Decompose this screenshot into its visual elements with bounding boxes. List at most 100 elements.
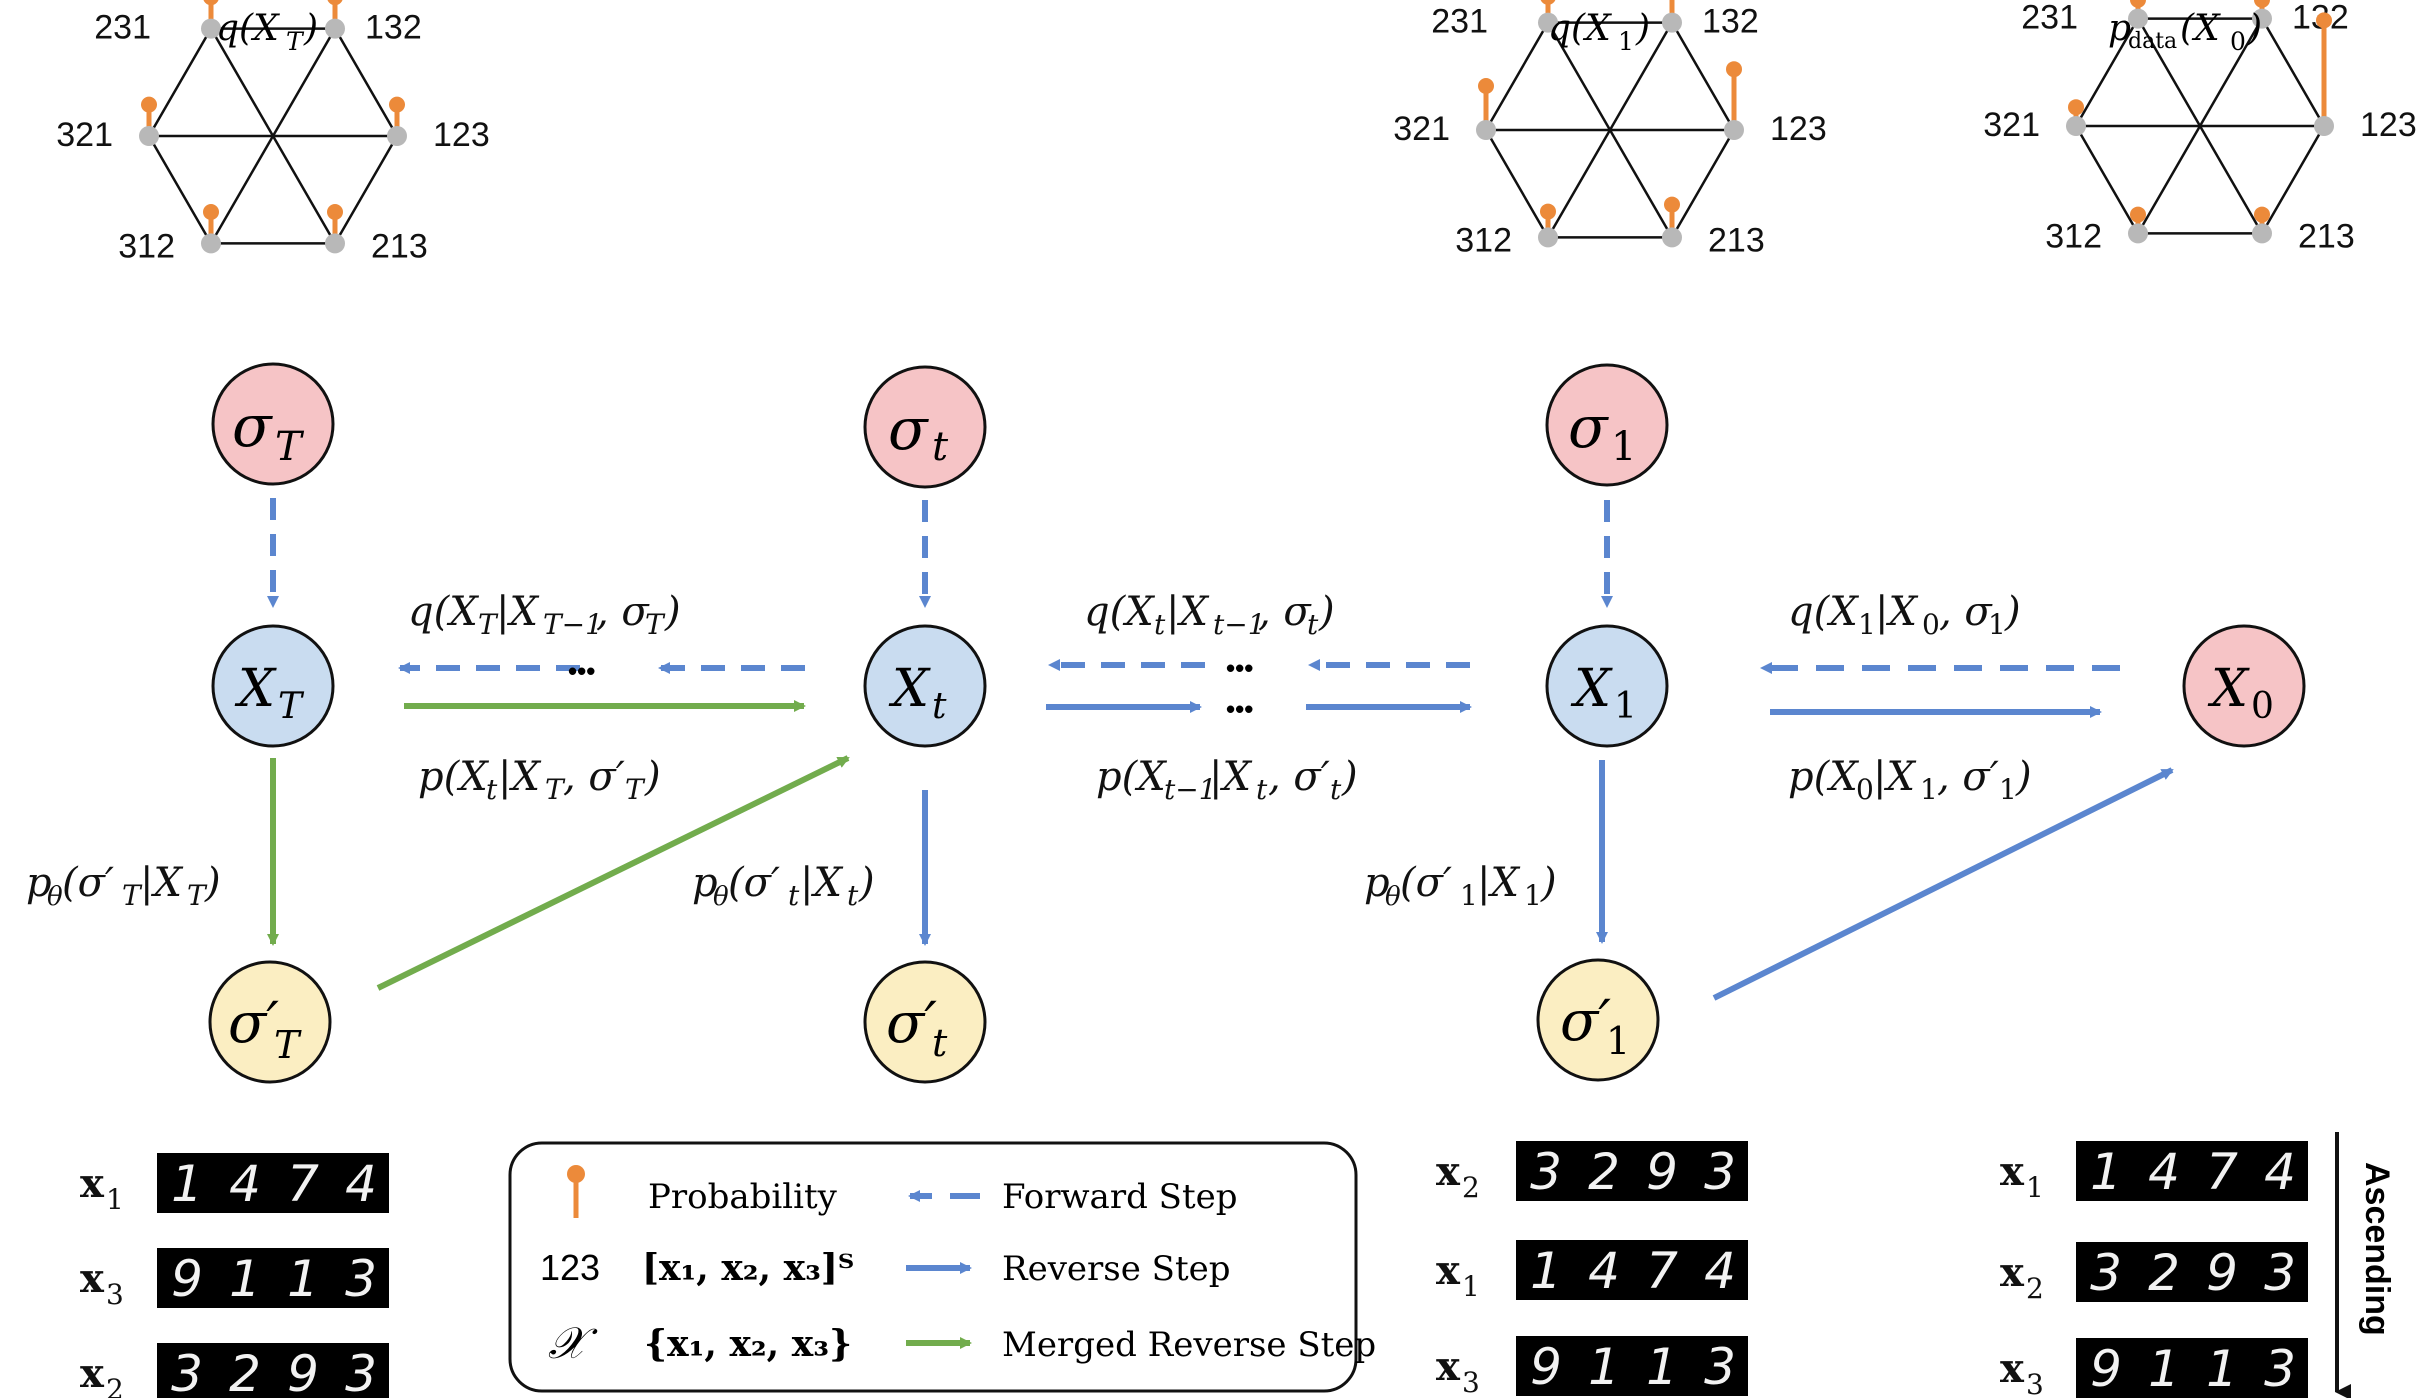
- svg-text:q(X: q(X: [1788, 589, 1859, 635]
- ellipsis-forward-left: •••: [568, 656, 595, 686]
- node-sigma-t: σ t: [863, 365, 987, 489]
- probability-pin: [2254, 206, 2270, 223]
- mnist-digit: 9: [171, 1250, 203, 1308]
- mnist-digit: 1: [1646, 1338, 1678, 1396]
- svg-text:(σ′: (σ′: [728, 860, 780, 906]
- svg-text:θ: θ: [1385, 882, 1401, 912]
- svg-text:0: 0: [2251, 686, 2274, 727]
- probability-pin: [141, 96, 157, 113]
- ascending-label: Ascending: [2358, 1162, 2396, 1336]
- mnist-digit: 4: [1704, 1242, 1736, 1300]
- mnist-digit: 7: [2206, 1143, 2238, 1201]
- equation-ptheta-1: pθ (σ′ 1 |X 1): [1364, 860, 1557, 912]
- permutation-vertex: [2252, 223, 2272, 244]
- permutation-vertex: [1476, 120, 1496, 140]
- ellipsis-reverse-mid: •••: [1226, 694, 1253, 724]
- svg-text:1: 1: [1999, 773, 2017, 806]
- legend-box: Probability 123 [x₁, x₂, x₃]ᵀ 𝒳 {x₁, x₂,…: [508, 1141, 1376, 1393]
- svg-text:t: t: [486, 773, 498, 806]
- permutation-label: 231: [2021, 0, 2078, 37]
- svg-text:1: 1: [1988, 608, 2006, 641]
- svg-text:1: 1: [1920, 773, 1938, 806]
- mnist-digit-strip: [157, 1343, 389, 1398]
- legend-forward-step-label: Forward Step: [1002, 1177, 1238, 1217]
- svg-text:t: t: [1256, 773, 1268, 806]
- legend-probability-label: Probability: [648, 1177, 838, 1217]
- svg-text:p: p: [2108, 8, 2131, 49]
- mnist-digit: 1: [1588, 1338, 1620, 1396]
- svg-text:, σ′: , σ′: [1268, 754, 1330, 800]
- mnist-digit: 3: [171, 1345, 203, 1398]
- node-X-T: X T: [211, 624, 335, 748]
- probability-pin: [389, 96, 405, 113]
- mnist-digit-strip: [1516, 1336, 1748, 1396]
- digit-row-label-sub: 3: [2026, 1368, 2044, 1398]
- svg-text:1: 1: [1614, 686, 1637, 727]
- mnist-digit: 3: [2264, 1244, 2296, 1302]
- permutation-label: 123: [433, 116, 490, 154]
- mnist-digit: 3: [1530, 1143, 1562, 1201]
- svg-text:σ′: σ′: [886, 991, 937, 1056]
- svg-text:q(X: q(X: [1548, 8, 1612, 49]
- permutation-vertex: [1662, 227, 1682, 248]
- equation-q-X1: q(X 1 |X 0 , σ1): [1788, 589, 2021, 641]
- svg-text:|X: |X: [498, 754, 541, 800]
- permutation-label: 231: [1431, 3, 1488, 41]
- svg-text:|X: |X: [800, 860, 843, 906]
- mnist-digit: 1: [2090, 1143, 2122, 1201]
- svg-text:p: p: [1364, 860, 1390, 906]
- mnist-digit: 1: [2148, 1340, 2180, 1398]
- mnist-digit-strip: [1516, 1141, 1748, 1201]
- svg-text:T: T: [625, 773, 646, 806]
- node-X-0: X 0: [2182, 624, 2306, 748]
- mnist-digit-strip: [2076, 1141, 2308, 1201]
- svg-text:X: X: [1570, 659, 1613, 719]
- svg-text:p: p: [692, 860, 718, 906]
- digit-row-label: x: [2000, 1249, 2025, 1296]
- svg-text:T: T: [286, 27, 305, 56]
- svg-text:1: 1: [1460, 879, 1478, 912]
- svg-text:): ): [204, 860, 221, 906]
- hexagon-title-q-XT: q(X T): [216, 8, 318, 56]
- mnist-digit: 3: [1704, 1143, 1736, 1201]
- permutation-label: 321: [56, 116, 113, 154]
- svg-text:T: T: [274, 1023, 302, 1067]
- permutation-vertex: [2128, 223, 2148, 244]
- svg-text:|X: |X: [1875, 589, 1918, 635]
- mnist-digit: 4: [2148, 1143, 2180, 1201]
- svg-text:T: T: [278, 686, 305, 727]
- svg-text:θ: θ: [47, 882, 63, 912]
- svg-text:t: t: [932, 686, 947, 727]
- legend-merged-step-label: Merged Reverse Step: [1002, 1325, 1376, 1365]
- permutation-label: 123: [2360, 106, 2417, 144]
- mnist-digit: 3: [2264, 1340, 2296, 1398]
- svg-text:t−1: t−1: [1164, 773, 1217, 806]
- svg-text:X: X: [234, 659, 277, 719]
- probability-pin: [1726, 61, 1742, 78]
- mnist-digit: 3: [1704, 1338, 1736, 1396]
- reverse-arrow-sigmaprime1-to-X0: [1712, 767, 2174, 1001]
- svg-text:θ: θ: [713, 882, 729, 912]
- svg-text:): ): [1540, 860, 1557, 906]
- digit-group-middle: x 2 3 2 9 3x 1 1 4 7 4x 3 9 1 1 3: [1436, 1141, 1748, 1398]
- permutation-label: 132: [365, 9, 422, 47]
- probability-pin: [1478, 78, 1494, 94]
- mnist-digit: 1: [1530, 1242, 1562, 1300]
- mnist-digit: 4: [345, 1155, 377, 1213]
- equation-q-Xt: q(X t |X t−1 , σt): [1084, 589, 1335, 641]
- svg-text:): ): [858, 860, 875, 906]
- mnist-digit-strip: [2076, 1242, 2308, 1302]
- svg-text:|X: |X: [496, 589, 539, 635]
- svg-text:, σ: , σ: [1939, 589, 1993, 635]
- permutation-label: 312: [1455, 221, 1512, 259]
- mnist-digit: 9: [1530, 1338, 1562, 1396]
- svg-text:): ): [1635, 8, 1650, 49]
- svg-text:t: t: [932, 424, 949, 470]
- digit-row-label: x: [1436, 1148, 1461, 1195]
- permutation-label: 321: [1393, 110, 1450, 148]
- digit-row-label: x: [2000, 1148, 2025, 1195]
- node-X-1: X 1: [1545, 624, 1669, 748]
- mnist-digit: 9: [287, 1345, 319, 1398]
